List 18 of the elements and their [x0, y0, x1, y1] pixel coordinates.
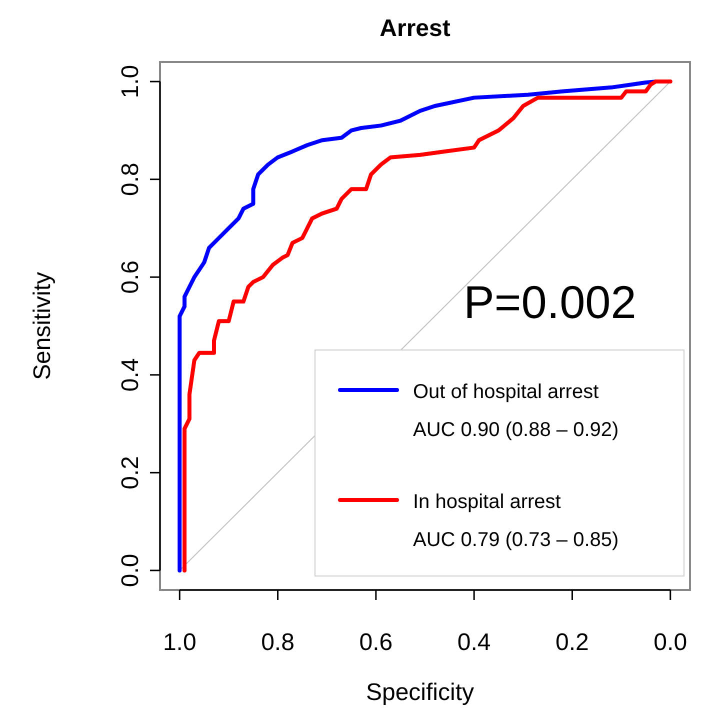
chart-title: Arrest: [380, 15, 450, 42]
x-tick-label: 0.4: [457, 629, 491, 656]
y-tick-label: 0.8: [117, 162, 144, 196]
x-tick-label: 0.6: [359, 629, 393, 656]
legend-label: Out of hospital arrest AUC 0.90 (0.88 – 0.92): [413, 381, 619, 441]
y-tick-label: 0.2: [117, 456, 144, 490]
x-tick-label: 1.0: [162, 629, 196, 656]
annotation: P=0.002: [464, 276, 636, 328]
x-tick-label: 0.2: [556, 629, 589, 656]
x-tick-label: 0.0: [654, 629, 688, 656]
y-tick-label: 0.0: [117, 554, 144, 588]
y-tick-label: 0.4: [117, 358, 144, 392]
legend-label: In hospital arrest AUC 0.79 (0.73 – 0.85): [413, 491, 619, 551]
y-tick-label: 1.0: [117, 64, 144, 98]
y-axis-title: Sensitivity: [29, 272, 56, 380]
y-tick-label: 0.6: [117, 260, 144, 294]
x-axis-title: Specificity: [366, 679, 474, 706]
x-tick-label: 0.8: [261, 629, 294, 656]
